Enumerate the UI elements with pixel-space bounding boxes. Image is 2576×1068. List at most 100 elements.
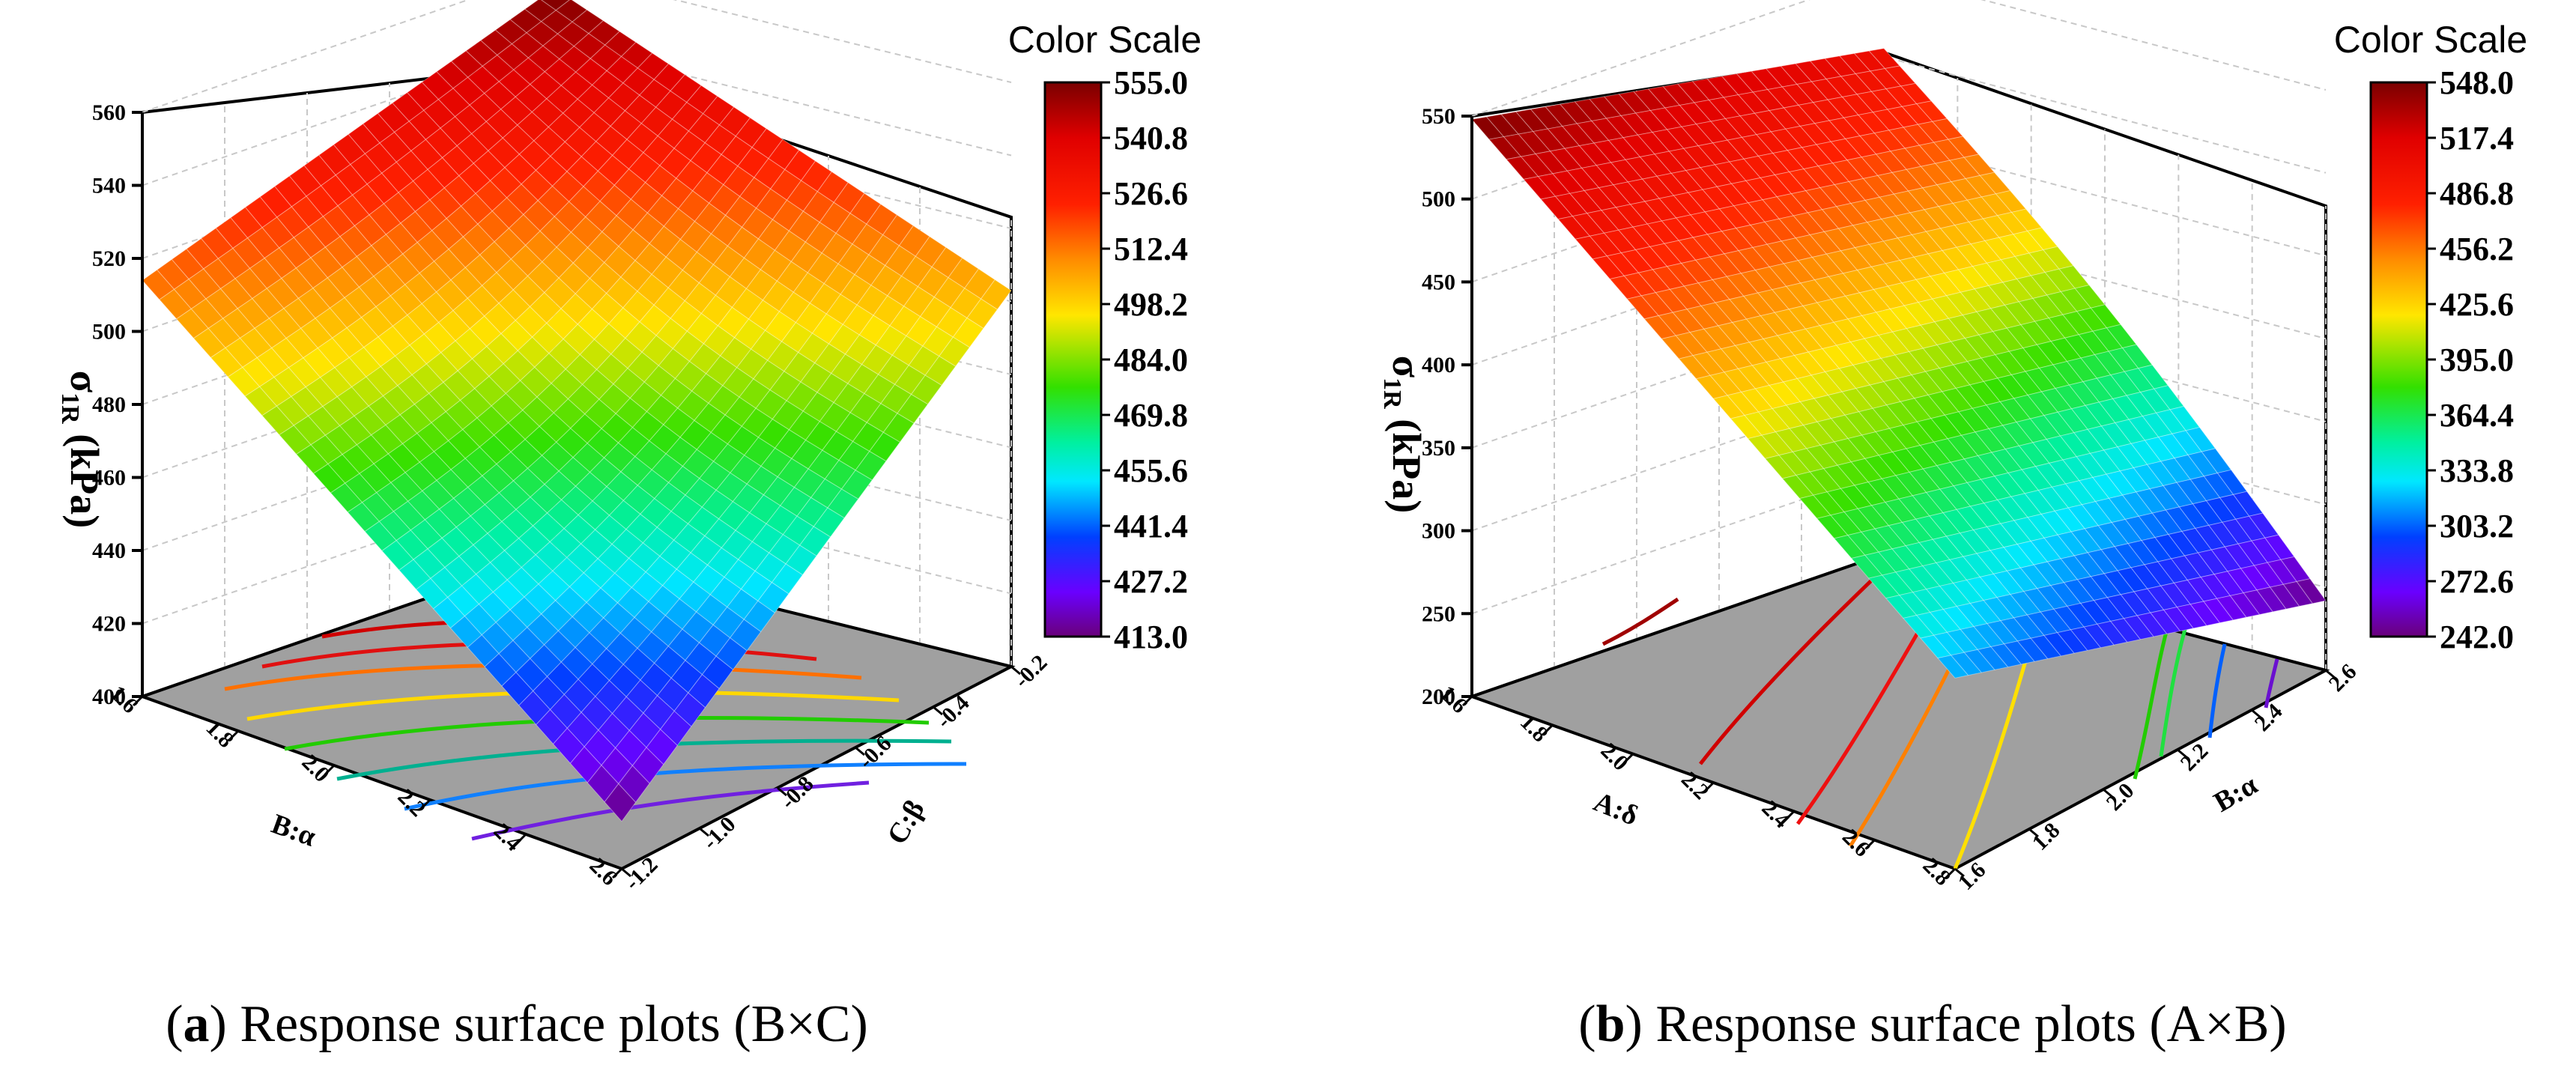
surface-patch — [2083, 623, 2115, 649]
x-tick-mark — [1622, 753, 1634, 764]
colorbar-tick-label: 427.2 — [1114, 563, 1188, 600]
colorbar-tick-label: 364.4 — [2440, 397, 2514, 434]
z-tick-label: 420 — [92, 612, 126, 637]
colorbar-tick-label: 484.0 — [1114, 342, 1188, 378]
y-tick-mark — [2251, 709, 2261, 719]
y-axis-label: C:β — [881, 795, 930, 849]
colorbar-tick-label: 272.6 — [2440, 563, 2514, 600]
surface-patch — [2296, 578, 2327, 604]
z-tick-label: 500 — [92, 320, 126, 345]
x-tick-mark — [1783, 810, 1795, 822]
y-tick-mark — [2028, 828, 2039, 838]
colorbar-tick-label: 486.8 — [2440, 175, 2514, 212]
colorbar — [1043, 81, 1103, 638]
y-axis-label: B:α — [2209, 769, 2263, 819]
y-tick-mark — [621, 867, 631, 878]
colorbar-tick-label: 469.8 — [1114, 397, 1188, 434]
surface-patch — [2176, 604, 2207, 629]
z-gridline — [142, 0, 1012, 113]
z-tick-label: 560 — [92, 100, 126, 125]
caption-a: (a) Response surface plots (B×C) — [166, 995, 868, 1053]
z-tick-label: 300 — [1422, 519, 1455, 544]
z-axis-label: σ1R (kPa) — [56, 371, 107, 528]
z-tick-label: 480 — [92, 392, 126, 417]
colorbar-tick-label: 395.0 — [2440, 342, 2514, 378]
y-tick-mark — [1954, 867, 1965, 878]
colorbar-tick-label: 303.2 — [2440, 508, 2514, 544]
caption-b: (b) Response surface plots (A×B) — [1578, 995, 2286, 1053]
y-tick-label: -0.2 — [1010, 650, 1052, 693]
y-tick-mark — [933, 706, 943, 716]
x-tick-mark — [515, 833, 527, 845]
z-tick-label: 400 — [92, 685, 126, 709]
z-tick-label: 250 — [1422, 601, 1455, 626]
x-tick-mark — [1864, 839, 1876, 850]
x-tick-mark — [1542, 724, 1554, 735]
colorbar-tick-label: 526.6 — [1114, 175, 1188, 212]
x-tick-mark — [1461, 695, 1473, 707]
y-tick-mark — [2103, 788, 2113, 798]
z-tick-label: 200 — [1422, 685, 1455, 709]
colorbar-tick-label: 455.6 — [1114, 452, 1188, 489]
surface-patch — [2056, 629, 2088, 654]
z-axis-label: σ1R (kPa) — [1378, 356, 1429, 513]
surface-patch — [2150, 609, 2181, 634]
colorbar-title: Color Scale — [2334, 19, 2527, 61]
y-tick-mark — [777, 786, 787, 797]
surface-patch — [604, 783, 637, 822]
colorbar-tick-label: 548.0 — [2440, 64, 2514, 101]
z-axis: 400 420 440 460 480 500 520 540 560 — [92, 100, 142, 709]
x-tick-mark — [419, 798, 431, 810]
z-tick-label: 350 — [1422, 436, 1455, 461]
surface-patch — [1937, 655, 1969, 679]
x-tick-mark — [611, 867, 623, 879]
y-tick-mark — [855, 746, 865, 756]
colorbar-tick-label: 413.0 — [1114, 619, 1188, 655]
y-tick-mark — [2325, 669, 2336, 679]
surface-patch — [2123, 615, 2155, 640]
z-tick-label: 500 — [1422, 187, 1455, 212]
x-tick-mark — [132, 695, 144, 707]
z-tick-label: 400 — [1422, 353, 1455, 377]
colorbar-tick-label: 555.0 — [1114, 64, 1188, 101]
x-axis-label: B:α — [267, 808, 320, 853]
y-tick-mark — [1010, 665, 1021, 676]
colorbar-tick-label: 517.4 — [2440, 120, 2514, 157]
z-tick-label: 550 — [1422, 104, 1455, 129]
colorbar-tick-label: 512.4 — [1114, 231, 1188, 267]
x-tick-mark — [1703, 781, 1715, 793]
surface-patch — [1963, 649, 1995, 673]
response-surface — [142, 0, 1012, 822]
colorbar-tick-label: 441.4 — [1114, 508, 1188, 544]
x-axis-label: A:δ — [1589, 786, 1643, 831]
z-tick-label: 450 — [1422, 270, 1455, 294]
z-tick-label: 440 — [92, 538, 126, 563]
y-tick-label: 2.6 — [2324, 659, 2362, 697]
y-tick-mark — [699, 827, 709, 837]
colorbar-tick-label: 456.2 — [2440, 231, 2514, 267]
colorbar-tick-label: 540.8 — [1114, 120, 1188, 157]
x-tick-mark — [1945, 867, 1957, 879]
colorbar-tick-label: 242.0 — [2440, 619, 2514, 655]
surface-patch — [2269, 583, 2300, 610]
colorbar-tick-label: 498.2 — [1114, 286, 1188, 323]
x-tick-mark — [324, 764, 336, 776]
z-tick-label: 520 — [92, 246, 126, 271]
response-surface — [1471, 48, 2327, 679]
y-tick-mark — [2177, 748, 2187, 759]
colorbar-tick-label: 333.8 — [2440, 452, 2514, 489]
colorbar-title: Color Scale — [1008, 19, 1201, 61]
surface-patch — [2243, 589, 2274, 616]
x-tick-mark — [228, 729, 240, 741]
colorbar-ticks: 555.0 540.8 526.6 512.4 498.2 484.0 469.8 455.6… — [1101, 64, 1188, 655]
colorbar — [2369, 81, 2428, 638]
z-tick-label: 540 — [92, 174, 126, 198]
z-tick-label: 460 — [92, 466, 126, 491]
surface-patch — [2030, 634, 2062, 660]
z-axis: 200 250 300 350 400 450 500 550 — [1422, 104, 1472, 709]
colorbar-ticks: 548.0 517.4 486.8 456.2 425.6 395.0 364.4 333.8… — [2427, 64, 2514, 655]
colorbar-tick-label: 425.6 — [2440, 286, 2514, 323]
